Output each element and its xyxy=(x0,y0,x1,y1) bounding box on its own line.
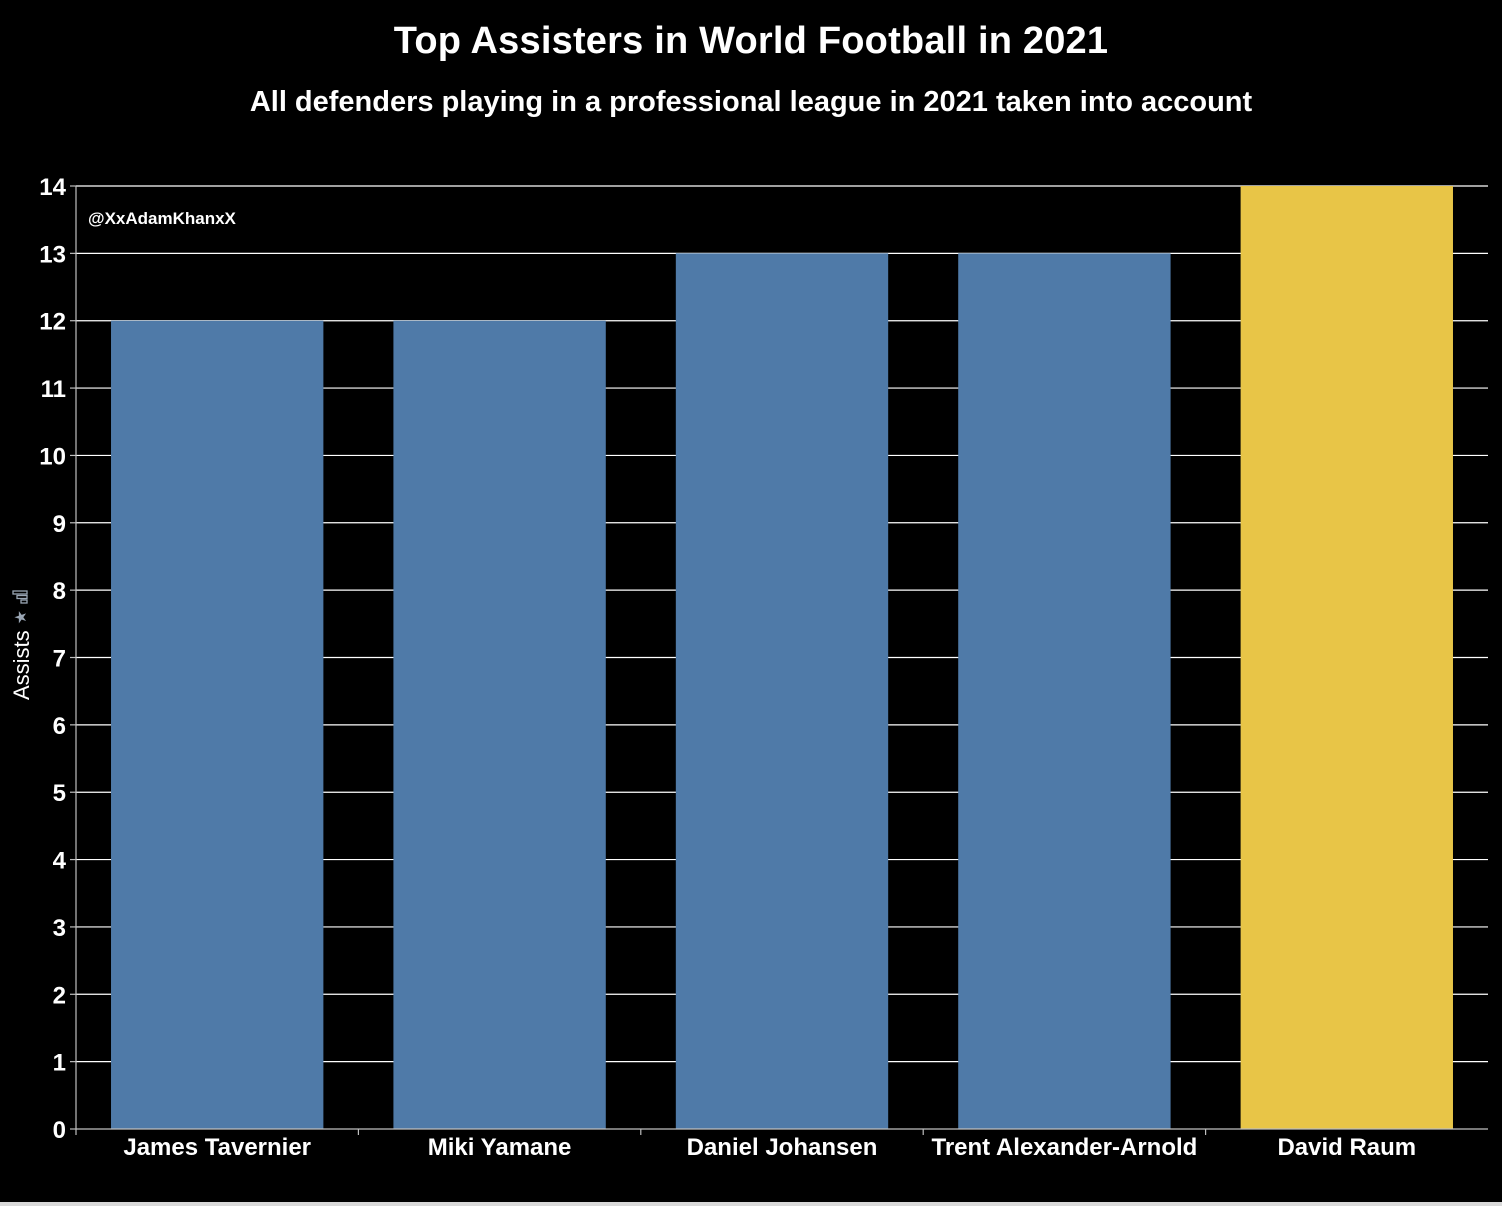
y-tick-label: 6 xyxy=(53,713,66,740)
bar-trent-alexander-arnold xyxy=(958,253,1171,1129)
bottom-border xyxy=(0,1202,1502,1206)
y-tick-label: 11 xyxy=(41,376,66,403)
y-axis-title-area: Assists ★ xyxy=(4,550,44,720)
x-tick-label: David Raum xyxy=(1277,1134,1416,1161)
bar-miki-yamane xyxy=(393,320,606,1129)
y-tick-label: 10 xyxy=(39,443,66,470)
y-tick-label: 5 xyxy=(53,780,66,807)
x-tick-label: Miki Yamane xyxy=(428,1134,572,1161)
y-tick-label: 12 xyxy=(39,309,66,336)
y-tick-label: 1 xyxy=(53,1050,66,1077)
y-tick-label: 0 xyxy=(53,1117,66,1144)
x-tick-label: James Tavernier xyxy=(123,1134,311,1161)
sort-icon[interactable] xyxy=(12,590,32,604)
author-watermark: @XxAdamKhanxX xyxy=(88,209,236,228)
y-tick-label: 3 xyxy=(53,915,66,942)
y-tick-label: 4 xyxy=(53,848,67,875)
chart-subtitle: All defenders playing in a professional … xyxy=(249,86,1253,118)
y-tick-label: 14 xyxy=(39,174,66,201)
y-tick-label: 7 xyxy=(53,646,66,673)
bar-david-raum xyxy=(1240,186,1453,1129)
bar-daniel-johansen xyxy=(675,253,889,1129)
chart-title: Top Assisters in World Football in 2021 xyxy=(393,20,1109,62)
y-tick-label: 9 xyxy=(53,511,66,538)
pin-icon[interactable]: ★ xyxy=(13,609,30,625)
y-tick-label: 2 xyxy=(53,982,66,1009)
x-tick-label: Trent Alexander-Arnold xyxy=(931,1134,1197,1161)
y-tick-label: 13 xyxy=(39,241,66,268)
bar-james-tavernier xyxy=(111,320,324,1129)
x-tick-label: Daniel Johansen xyxy=(687,1134,878,1161)
y-tick-label: 8 xyxy=(53,578,66,605)
y-axis-label: Assists xyxy=(9,630,34,700)
y-axis-title: Assists ★ xyxy=(4,530,40,700)
